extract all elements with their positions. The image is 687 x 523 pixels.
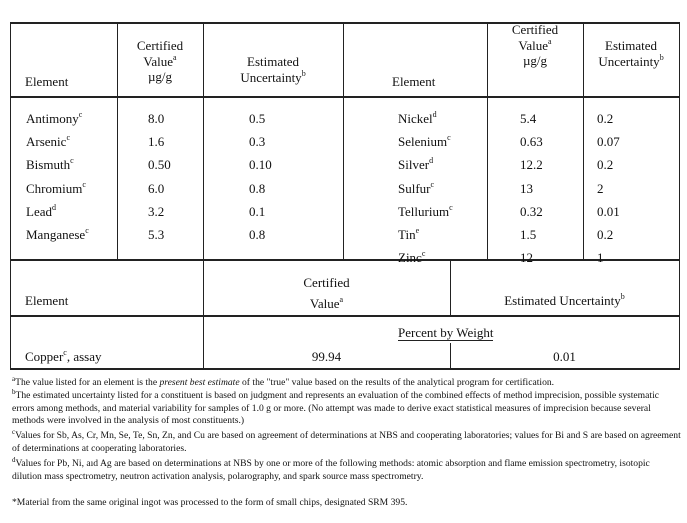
element-name: Sulfurc — [398, 179, 435, 196]
certified-value: 8.0 — [148, 111, 165, 126]
footnote-d: dValues for Pb, Ni, aıd Ag are based on … — [12, 456, 650, 482]
certified-value: 1.6 — [148, 134, 165, 150]
estimated-uncertainty: 0.10 — [249, 157, 272, 173]
element-name: Arsenicc — [26, 133, 70, 150]
estimated-uncertainty: 0.8 — [249, 180, 266, 196]
footnote-a: aThe value listed for an element is the … — [12, 375, 555, 389]
element-name: Nickeld — [398, 110, 437, 127]
estimated-uncertainty: 0.3 — [249, 134, 266, 150]
element-name: Chromiumc — [26, 179, 86, 196]
estimated-uncertainty: 0.2 — [597, 157, 614, 173]
assay-header-element: Element — [25, 293, 69, 308]
certified-value: 5.3 — [148, 227, 165, 242]
element-name: Tine — [398, 226, 420, 243]
estimated-uncertainty: 0.2 — [597, 227, 614, 242]
element-name: Telluriumc — [398, 202, 453, 219]
estimated-uncertainty: 1 — [597, 250, 604, 266]
element-name: Leadd — [26, 202, 56, 219]
copper-value: 99.94 — [311, 349, 342, 364]
certified-value: 13 — [520, 180, 533, 196]
element-name: Seleniumc — [398, 133, 451, 150]
estimated-uncertainty: 0.01 — [597, 203, 620, 219]
element-name: Manganesec — [26, 226, 89, 243]
header-certified-value-right: Certified Valuea µg/g — [511, 22, 559, 68]
certified-value: 12 — [520, 250, 533, 266]
certified-value: 6.0 — [148, 180, 165, 196]
header-element: Element — [25, 74, 69, 89]
estimated-uncertainty: 2 — [597, 180, 604, 196]
estimated-uncertainty: 0.07 — [597, 134, 620, 150]
certified-value: 0.63 — [520, 134, 543, 150]
certified-value: 5.4 — [520, 111, 537, 126]
estimated-uncertainty: 0.1 — [249, 203, 266, 219]
certified-value: 12.2 — [520, 157, 543, 173]
footnote-c: cValues for Sb, As, Cr, Mn, Se, Te, Sn, … — [12, 428, 681, 454]
certified-value: 1.5 — [520, 227, 537, 242]
footnote-material: *Material from the same original ingot w… — [12, 497, 408, 508]
certified-value: 0.32 — [520, 203, 543, 219]
assay-header-estimated-uncertainty: Estimated Uncertaintyb — [504, 292, 625, 309]
estimated-uncertainty: 0.8 — [249, 227, 266, 242]
assay-header-certified-value: Certified Valuea — [303, 275, 350, 311]
element-name: Bismuthc — [26, 156, 74, 173]
certified-value: 3.2 — [148, 203, 165, 219]
unit-label: Percent by Weight — [398, 325, 494, 341]
copper-uncertainty: 0.01 — [553, 349, 576, 364]
header-element-right: Element — [392, 74, 436, 89]
header-estimated-uncertainty: Estimated Uncertaintyb — [240, 54, 306, 85]
copper-element: Copperc, assay — [25, 348, 102, 365]
header-estimated-uncertainty-right: Estimated Uncertaintyb — [598, 38, 664, 69]
estimated-uncertainty: 0.2 — [597, 111, 614, 126]
header-certified-value: Certified Valuea µg/g — [136, 38, 184, 84]
element-name: Silverd — [398, 156, 434, 173]
footnote-b: bThe estimated uncertainty listed for a … — [12, 388, 659, 427]
estimated-uncertainty: 0.5 — [249, 111, 266, 126]
element-name: Antimonyc — [26, 110, 83, 127]
element-name: Zincc — [398, 249, 426, 266]
certified-value: 0.50 — [148, 157, 171, 173]
